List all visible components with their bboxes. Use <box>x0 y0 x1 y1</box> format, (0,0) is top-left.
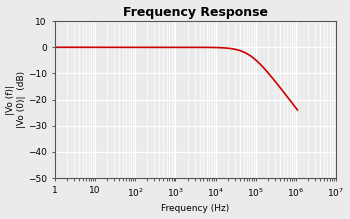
Title: Frequency Response: Frequency Response <box>123 5 268 19</box>
Y-axis label: |Vo (f)|
|Vo (0)|  (dB): |Vo (f)| |Vo (0)| (dB) <box>6 71 26 128</box>
X-axis label: Frequency (Hz): Frequency (Hz) <box>161 205 230 214</box>
